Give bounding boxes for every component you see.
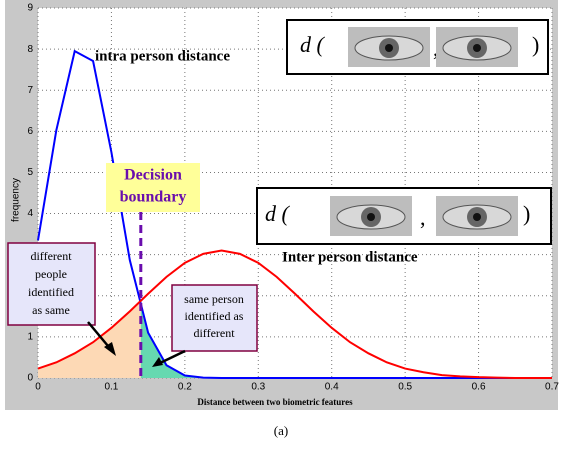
eye-pupil (367, 213, 375, 221)
eye-pupil (473, 213, 481, 221)
x-tick-label: 0.4 (325, 382, 339, 393)
x-tick-label: 0.2 (178, 382, 192, 393)
equation-open: d ( (300, 32, 326, 57)
y-tick-label: 5 (27, 167, 33, 178)
x-axis-label: Distance between two biometric features (197, 397, 353, 407)
y-tick-label: 0 (27, 373, 33, 384)
equation-close: ) (523, 201, 530, 226)
y-tick-label: 7 (27, 85, 33, 96)
boundary-label: boundary (120, 189, 187, 206)
x-tick-label: 0.3 (251, 382, 265, 393)
caption: (a) (274, 423, 288, 438)
false-accept-label: different (30, 249, 72, 263)
eye-pupil (473, 44, 481, 52)
y-axis-label: frequency (11, 178, 22, 222)
x-tick-label: 0.5 (398, 382, 412, 393)
x-tick-label: 0.7 (545, 382, 559, 393)
equation-open: d ( (265, 201, 291, 226)
false-reject-label: different (193, 326, 235, 340)
y-tick-label: 1 (27, 332, 33, 343)
boundary-label: Decision (124, 167, 182, 184)
false-accept-label: people (35, 267, 67, 281)
eye-pupil (385, 44, 393, 52)
x-tick-label: 0.6 (472, 382, 486, 393)
y-tick-label: 6 (27, 126, 33, 137)
y-tick-label: 4 (27, 208, 33, 219)
equation-comma: , (420, 205, 426, 230)
intra-label: intra person distance (95, 48, 230, 64)
y-tick-label: 8 (27, 44, 33, 55)
inter-label: Inter person distance (282, 249, 418, 265)
false-reject-label: same person (184, 292, 244, 306)
x-tick-label: 0.1 (104, 382, 118, 393)
false-reject-label: identified as (185, 309, 244, 323)
equation-close: ) (532, 32, 539, 57)
y-tick-label: 9 (27, 3, 33, 14)
false-accept-label: identified (28, 285, 74, 299)
x-tick-label: 0 (35, 382, 41, 393)
chart: 012345678900.10.20.30.40.50.60.7Distance… (0, 0, 563, 450)
false-accept-label: as same (32, 303, 70, 317)
